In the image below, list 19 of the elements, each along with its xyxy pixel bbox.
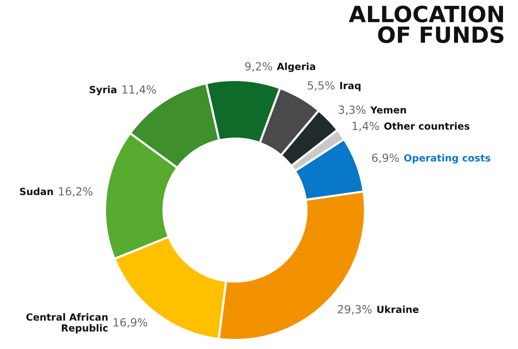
slice-label: Algeria <box>276 62 316 72</box>
chart-title: ALLOCATION OF FUNDS <box>348 6 504 44</box>
slice-label: Ukraine <box>377 306 419 314</box>
data-label: 16,2% <box>59 187 92 197</box>
slice-label: Other countries <box>384 122 470 130</box>
data-label: 16,9% <box>114 318 148 328</box>
slice-label: Iraq <box>340 82 360 92</box>
data-label: 3,3% <box>338 106 366 116</box>
data-label: 9,2% <box>245 62 272 72</box>
data-label: 11,4% <box>122 85 156 95</box>
slice-label: Central African Republic <box>26 313 108 334</box>
data-label: 5,5% <box>308 81 335 91</box>
slice-label: Yemen <box>370 106 406 114</box>
data-label: 6,9% <box>372 154 399 164</box>
data-label: 1,4% <box>352 122 380 132</box>
slice-label: Operating costs <box>404 154 490 164</box>
slice-label: Syria <box>90 86 116 96</box>
data-label: 29,3% <box>338 305 372 315</box>
slice-label: Sudan <box>20 188 53 196</box>
